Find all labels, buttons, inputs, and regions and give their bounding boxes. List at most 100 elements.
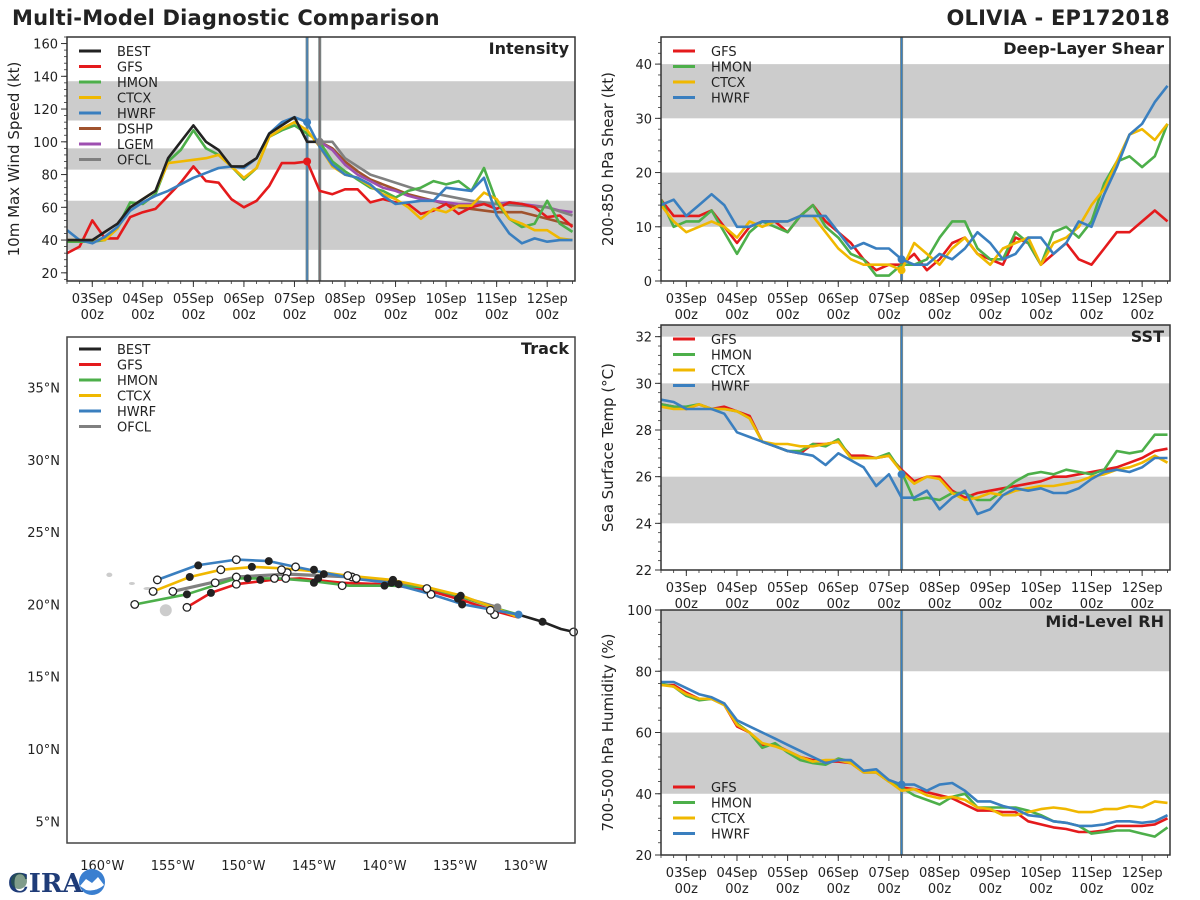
x-tick-label: 09Sep [375, 292, 416, 307]
series-line-best [67, 115, 320, 242]
track-marker-open [422, 584, 432, 594]
legend-label-hmon: HMON [711, 797, 752, 812]
x-tick-label: 05Sep [767, 866, 808, 881]
x-tick-label: 09Sep [970, 581, 1011, 596]
legend-label-hwrf: HWRF [117, 405, 156, 420]
track-line-ofcl [172, 572, 498, 609]
init-marker-ofcl [315, 137, 324, 146]
track-marker-open [231, 555, 241, 565]
track-marker-open [210, 578, 220, 588]
track-marker-open [277, 565, 286, 575]
track-marker-open [569, 627, 579, 637]
x-tick-sublabel: 00z [877, 882, 901, 897]
x-tick-sublabel: 00z [776, 308, 800, 323]
x-tick-sublabel: 00z [928, 882, 952, 897]
x-tick-sublabel: 00z [1080, 597, 1104, 612]
x-tick-label: 11Sep [1071, 292, 1112, 307]
series-line-gfs [67, 160, 574, 255]
x-tick-sublabel: 00z [182, 308, 206, 323]
x-tick-label: 04Sep [122, 292, 163, 307]
legend-label-gfs: GFS [711, 45, 737, 60]
panel-title: Mid-Level RH [1045, 612, 1164, 631]
y-tick-label: 20 [635, 849, 652, 864]
legend-label-hwrf: HWRF [117, 107, 156, 122]
track-marker-open [426, 589, 436, 599]
x-tick-sublabel: 00z [1130, 882, 1154, 897]
series-line-hwrf [661, 398, 1168, 516]
x-tick-sublabel: 00z [1029, 882, 1053, 897]
y-tick-label: 32 [635, 331, 652, 346]
x-tick-sublabel: 00z [979, 308, 1003, 323]
x-tick-label: 07Sep [868, 292, 909, 307]
x-tick-label: 130°W [504, 859, 548, 874]
panel-title: Track [521, 339, 569, 358]
legend-label-gfs: GFS [117, 61, 143, 76]
x-tick-sublabel: 00z [1029, 597, 1053, 612]
panel-shear: 01020304003Sep00z04Sep00z05Sep00z06Sep00… [599, 36, 1171, 323]
storm-title: OLIVIA - EP172018 [946, 6, 1170, 30]
x-tick-sublabel: 00z [776, 597, 800, 612]
legend-label-dshp: DSHP [117, 123, 153, 138]
series-line-hwrf [661, 680, 1169, 828]
track-marker-filled [247, 562, 256, 571]
legend-label-ctcx: CTCX [711, 364, 745, 379]
track-marker-open [343, 571, 353, 580]
track-marker-open [216, 565, 226, 575]
init-marker-hwrf [897, 780, 906, 789]
y-tick-label: 24 [635, 517, 652, 532]
x-tick-label: 03Sep [666, 866, 707, 881]
x-tick-sublabel: 00z [333, 308, 357, 323]
track-marker-filled [453, 594, 462, 603]
y-tick-label: 30°N [27, 454, 60, 469]
legend-label-gfs: GFS [117, 359, 143, 374]
island [128, 581, 135, 585]
series-line-ctcx [661, 683, 1168, 817]
track-marker-filled [394, 580, 403, 589]
shaded-band [661, 383, 1170, 430]
panel-rh: 2040608010003Sep00z04Sep00z05Sep00z06Sep… [599, 604, 1171, 897]
track-marker-open [337, 581, 347, 591]
x-tick-label: 04Sep [716, 581, 757, 596]
y-tick-label: 40 [635, 58, 652, 73]
legend-label-gfs: GFS [711, 781, 737, 796]
track-marker-open [152, 575, 162, 585]
x-tick-label: 11Sep [1071, 866, 1112, 881]
x-tick-label: 03Sep [666, 292, 707, 307]
panel-intensity: 2040608010012014016003Sep00z04Sep00z05Se… [5, 36, 576, 323]
x-tick-label: 12Sep [1122, 292, 1163, 307]
figure-title: Multi-Model Diagnostic Comparison [12, 6, 440, 30]
track-marker-open [281, 573, 291, 583]
x-tick-label: 12Sep [1122, 581, 1163, 596]
y-tick-label: 100 [33, 136, 58, 151]
y-tick-label: 160 [33, 38, 58, 53]
legend-label-best: BEST [117, 45, 150, 60]
panel-track: 160°W 155°W 150°W 145°W 140°W 135°W 130°W5°N10… [27, 336, 579, 874]
track-marker-filled [309, 578, 318, 587]
legend-label-hmon: HMON [711, 349, 752, 364]
track-marker-filled [256, 575, 265, 584]
x-tick-label: 06Sep [818, 292, 859, 307]
y-tick-label: 22 [635, 564, 652, 579]
x-tick-label: 11Sep [476, 292, 517, 307]
y-tick-label: 0 [644, 275, 652, 290]
x-tick-label: 09Sep [970, 292, 1011, 307]
x-tick-label: 135°W [433, 859, 477, 874]
x-tick-sublabel: 00z [81, 308, 105, 323]
x-tick-sublabel: 00z [877, 308, 901, 323]
x-tick-sublabel: 00z [1029, 308, 1053, 323]
y-tick-label: 10 [635, 221, 652, 236]
legend-label-ctcx: CTCX [711, 812, 745, 827]
track-marker-filled [319, 570, 328, 579]
track-marker-filled [264, 557, 273, 566]
x-tick-label: 08Sep [324, 292, 365, 307]
shaded-band [661, 64, 1170, 119]
series-line-hwrf [661, 85, 1169, 267]
legend-label-hwrf: HWRF [711, 92, 750, 107]
y-tick-label: 100 [627, 604, 652, 619]
track-init-marker [514, 610, 523, 619]
x-tick-label: 12Sep [1122, 866, 1163, 881]
